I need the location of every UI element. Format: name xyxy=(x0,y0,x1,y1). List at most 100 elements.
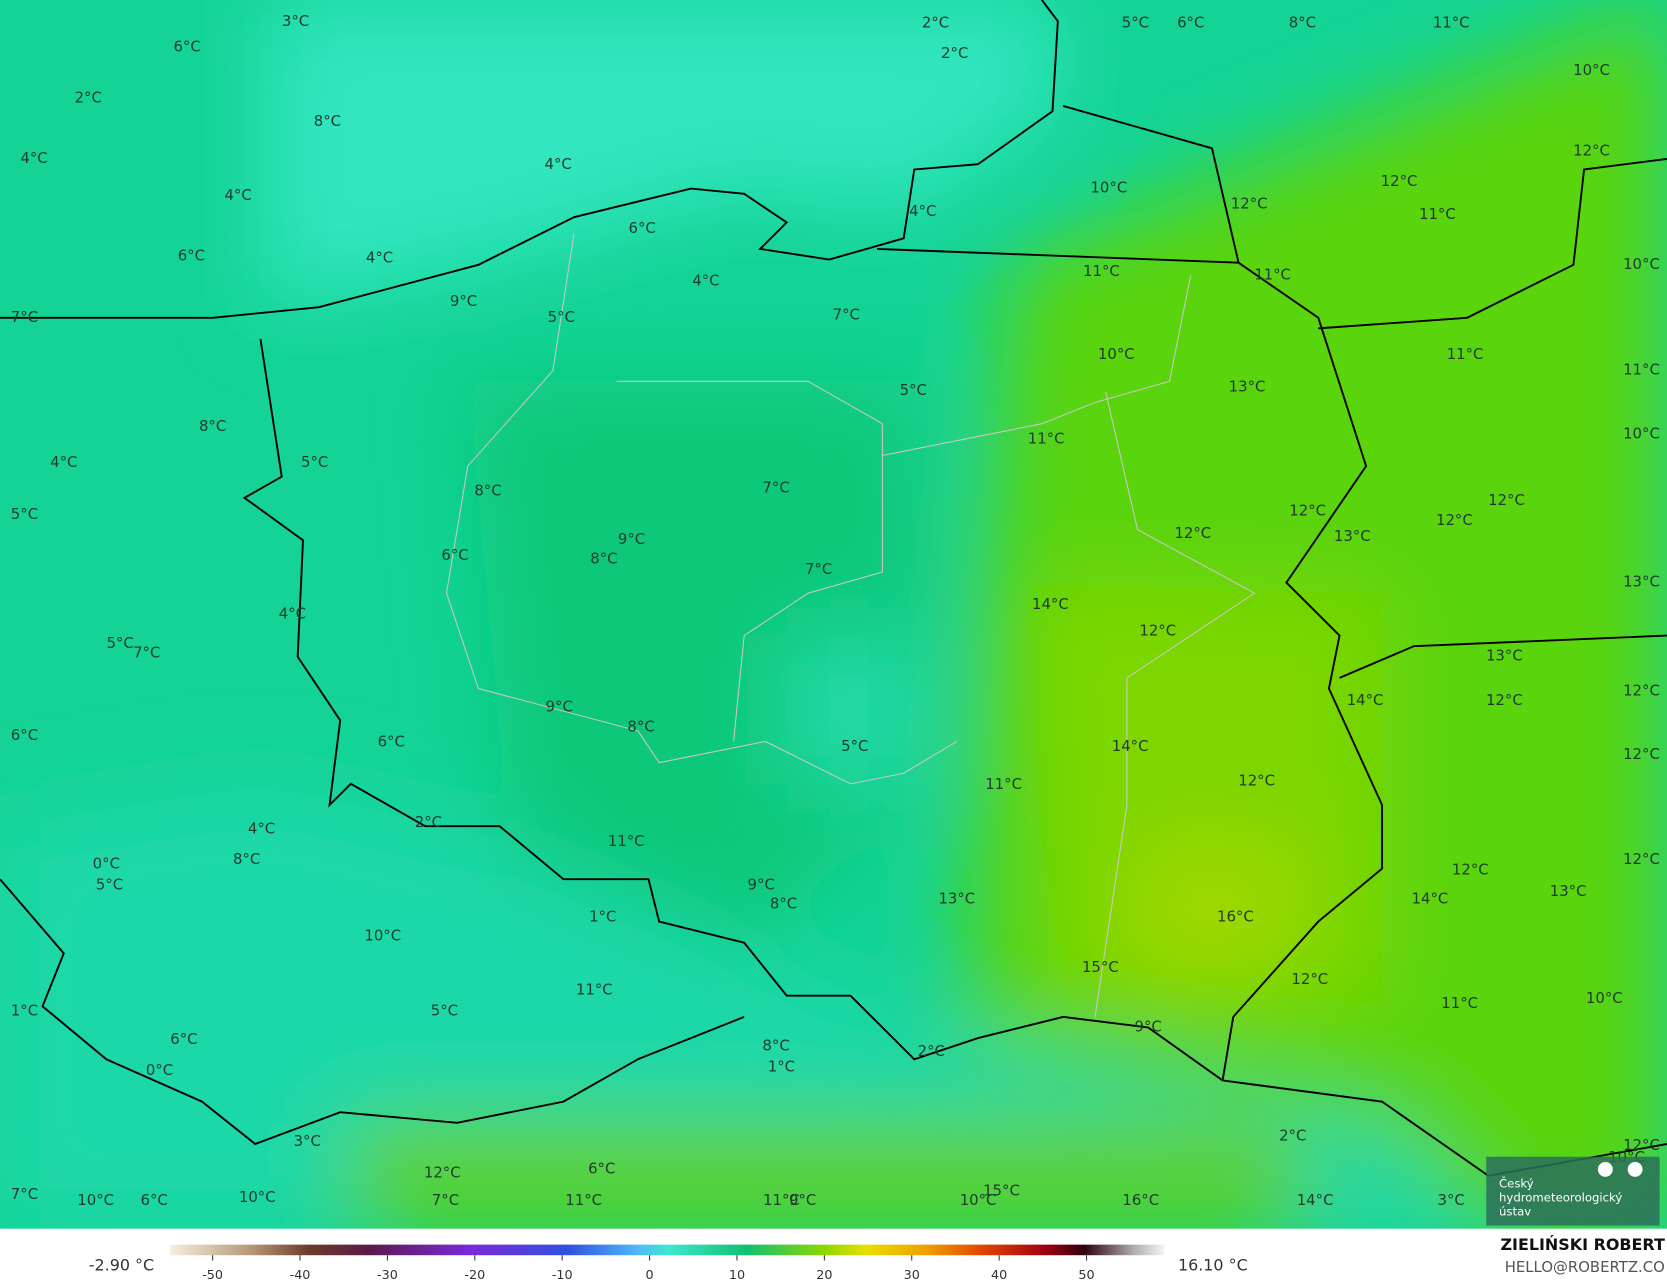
border xyxy=(0,878,745,1146)
colorbar-tick-label: 0 xyxy=(646,1268,654,1283)
temperature-label: 14°C xyxy=(1032,595,1069,613)
temperature-label: 4°C xyxy=(225,186,252,204)
temperature-label: 9°C xyxy=(1135,1017,1162,1035)
temperature-label: 12°C xyxy=(1488,491,1525,509)
min-label: -2.90 °C xyxy=(89,1255,154,1274)
colorbar-tick-label: 20 xyxy=(816,1268,832,1283)
temperature-label: 6°C xyxy=(141,1191,168,1209)
temperature-label: 13°C xyxy=(1550,882,1587,900)
temperature-label: 2°C xyxy=(922,13,949,31)
temperature-label: 12°C xyxy=(1238,772,1275,790)
border xyxy=(1062,105,1240,263)
temperature-label: 5°C xyxy=(431,1002,458,1020)
temperature-label: 7°C xyxy=(133,644,160,662)
temperature-label: 12°C xyxy=(1231,194,1268,212)
temperature-label: 10°C xyxy=(1573,61,1610,79)
temperature-label: 10°C xyxy=(1090,179,1127,197)
temperature-label: 14°C xyxy=(1297,1191,1334,1209)
temperature-label: 12°C xyxy=(1623,745,1660,763)
logo-mark xyxy=(1627,1162,1643,1177)
temperature-label: 9°C xyxy=(748,876,775,894)
colorbar-tick-label: 50 xyxy=(1078,1268,1094,1283)
temperature-label: 3°C xyxy=(282,12,309,30)
temperature-label: 11°C xyxy=(763,1191,800,1209)
temperature-label: 5°C xyxy=(96,876,123,894)
temperature-label: 5°C xyxy=(841,737,868,755)
colorbar-tick-label: -20 xyxy=(464,1268,485,1283)
temperature-label: 7°C xyxy=(833,306,860,324)
region-line xyxy=(882,402,1096,457)
temperature-label: 2°C xyxy=(941,44,968,62)
temperature-label: 0°C xyxy=(146,1061,173,1079)
logo-line: Český xyxy=(1499,1176,1534,1191)
temperature-label: 11°C xyxy=(1433,13,1470,31)
colorbar-tick-label: -10 xyxy=(552,1268,573,1283)
logo-mark xyxy=(1597,1162,1613,1177)
south-plain xyxy=(350,1122,1329,1229)
temperature-label: 6°C xyxy=(178,246,205,264)
temperature-label: 11°C xyxy=(1447,345,1484,363)
temperature-label: 15°C xyxy=(983,1182,1020,1200)
temperature-label: 4°C xyxy=(50,453,77,471)
temperature-label: 11°C xyxy=(608,832,645,850)
temperature-label: 4°C xyxy=(545,155,572,173)
temperature-label: 16°C xyxy=(1217,907,1254,925)
central xyxy=(467,381,936,954)
border xyxy=(877,247,1239,264)
temperature-label: 14°C xyxy=(1412,889,1449,907)
temperature-label: 0°C xyxy=(93,854,120,872)
temperature-label: 7°C xyxy=(11,1185,38,1203)
author-email: HELLO@ROBERTZ.CO xyxy=(1505,1258,1665,1276)
temperature-label: 12°C xyxy=(1174,524,1211,542)
temperature-label: 8°C xyxy=(590,549,617,567)
temperature-label: 11°C xyxy=(1419,205,1456,223)
colorbar-tick-label: -50 xyxy=(202,1268,223,1283)
temperature-label: 1°C xyxy=(589,907,616,925)
temperature-label: 8°C xyxy=(627,718,654,736)
temperature-label: 10°C xyxy=(1098,345,1135,363)
temperature-label: 5°C xyxy=(1122,13,1149,31)
region-line xyxy=(445,232,958,785)
temperature-label: 12°C xyxy=(424,1164,461,1182)
regions xyxy=(445,232,1256,1017)
temperature-label: 1°C xyxy=(11,1002,38,1020)
coastline xyxy=(0,0,1059,319)
temperature-label: 4°C xyxy=(692,272,719,290)
temperature-label: 6°C xyxy=(1177,13,1204,31)
temperature-label: 13°C xyxy=(938,889,975,907)
temperature-label: 9°C xyxy=(618,530,645,548)
temperature-label: 14°C xyxy=(1112,737,1149,755)
temperature-label: 11°C xyxy=(1623,361,1660,379)
temperature-label: 12°C xyxy=(1623,850,1660,868)
temperature-label: 3°C xyxy=(1438,1191,1465,1209)
temperature-label: 6°C xyxy=(628,219,655,237)
colorbar-tick-label: 10 xyxy=(729,1268,745,1283)
temperature-label: 7°C xyxy=(805,560,832,578)
temperature-label: 7°C xyxy=(432,1191,459,1209)
temperature-label: 11°C xyxy=(565,1191,602,1209)
temperature-label: 10°C xyxy=(364,926,401,944)
temperature-label: 8°C xyxy=(233,850,260,868)
temperature-labels: 3°C 6°C 2°C 4°C 8°C 4°C 4°C 6°C 4°C 2°C 2°C 5°C 6°C 8… xyxy=(11,12,1660,1209)
temperature-label: 4°C xyxy=(909,202,936,220)
region-line xyxy=(1094,275,1192,404)
temperature-label: 10°C xyxy=(1623,424,1660,442)
temperature-label: 12°C xyxy=(1436,511,1473,529)
region-line xyxy=(1094,391,1256,1017)
temperature-label: 11°C xyxy=(985,775,1022,793)
temperature-label: 12°C xyxy=(1139,621,1176,639)
logo-line: ústav xyxy=(1499,1204,1531,1218)
temperature-label: 6°C xyxy=(173,38,200,56)
temperature-label: 10°C xyxy=(1623,255,1660,273)
temperature-label: 6°C xyxy=(170,1030,197,1048)
temperature-label: 2°C xyxy=(75,89,102,107)
colorbar-tick-label: -40 xyxy=(290,1268,311,1283)
temperature-label: 6°C xyxy=(378,733,405,751)
temperature-label: 2°C xyxy=(1279,1127,1306,1145)
temperature-label: 16°C xyxy=(1122,1191,1159,1209)
temperature-label: 7°C xyxy=(11,308,38,326)
temperature-label: 9°C xyxy=(789,1191,816,1209)
map-field xyxy=(0,0,1667,1229)
